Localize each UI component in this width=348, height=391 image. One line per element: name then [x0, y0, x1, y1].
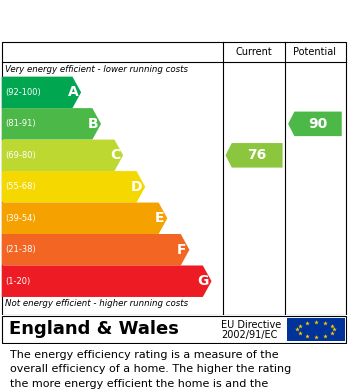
Text: Very energy efficient - lower running costs: Very energy efficient - lower running co…: [5, 65, 188, 74]
Text: (39-54): (39-54): [5, 214, 36, 223]
Text: (21-38): (21-38): [5, 245, 36, 254]
Text: E: E: [155, 211, 165, 225]
Text: F: F: [177, 243, 187, 257]
Polygon shape: [226, 143, 283, 168]
Text: (69-80): (69-80): [5, 151, 36, 160]
Polygon shape: [2, 234, 189, 265]
Text: Not energy efficient - higher running costs: Not energy efficient - higher running co…: [5, 299, 188, 308]
Text: Potential: Potential: [293, 47, 337, 57]
Polygon shape: [2, 171, 145, 203]
Text: (92-100): (92-100): [5, 88, 41, 97]
Text: Energy Efficiency Rating: Energy Efficiency Rating: [14, 11, 224, 25]
Text: D: D: [131, 180, 142, 194]
Polygon shape: [2, 140, 123, 171]
Text: The energy efficiency rating is a measure of the
overall efficiency of a home. T: The energy efficiency rating is a measur…: [10, 350, 292, 391]
Polygon shape: [2, 108, 101, 140]
Text: C: C: [110, 148, 120, 162]
Text: England & Wales: England & Wales: [9, 320, 179, 339]
Text: (55-68): (55-68): [5, 182, 36, 191]
Text: G: G: [197, 274, 209, 288]
Polygon shape: [2, 203, 167, 234]
Text: B: B: [88, 117, 98, 131]
Polygon shape: [288, 111, 342, 136]
Text: (81-91): (81-91): [5, 119, 36, 128]
Text: 76: 76: [247, 148, 267, 162]
Polygon shape: [2, 77, 81, 108]
Text: (1-20): (1-20): [5, 277, 31, 286]
Text: 2002/91/EC: 2002/91/EC: [221, 330, 277, 340]
Text: Current: Current: [236, 47, 272, 57]
Polygon shape: [2, 265, 212, 297]
Text: A: A: [68, 85, 78, 99]
Text: EU Directive: EU Directive: [221, 320, 281, 330]
Text: 90: 90: [308, 117, 328, 131]
